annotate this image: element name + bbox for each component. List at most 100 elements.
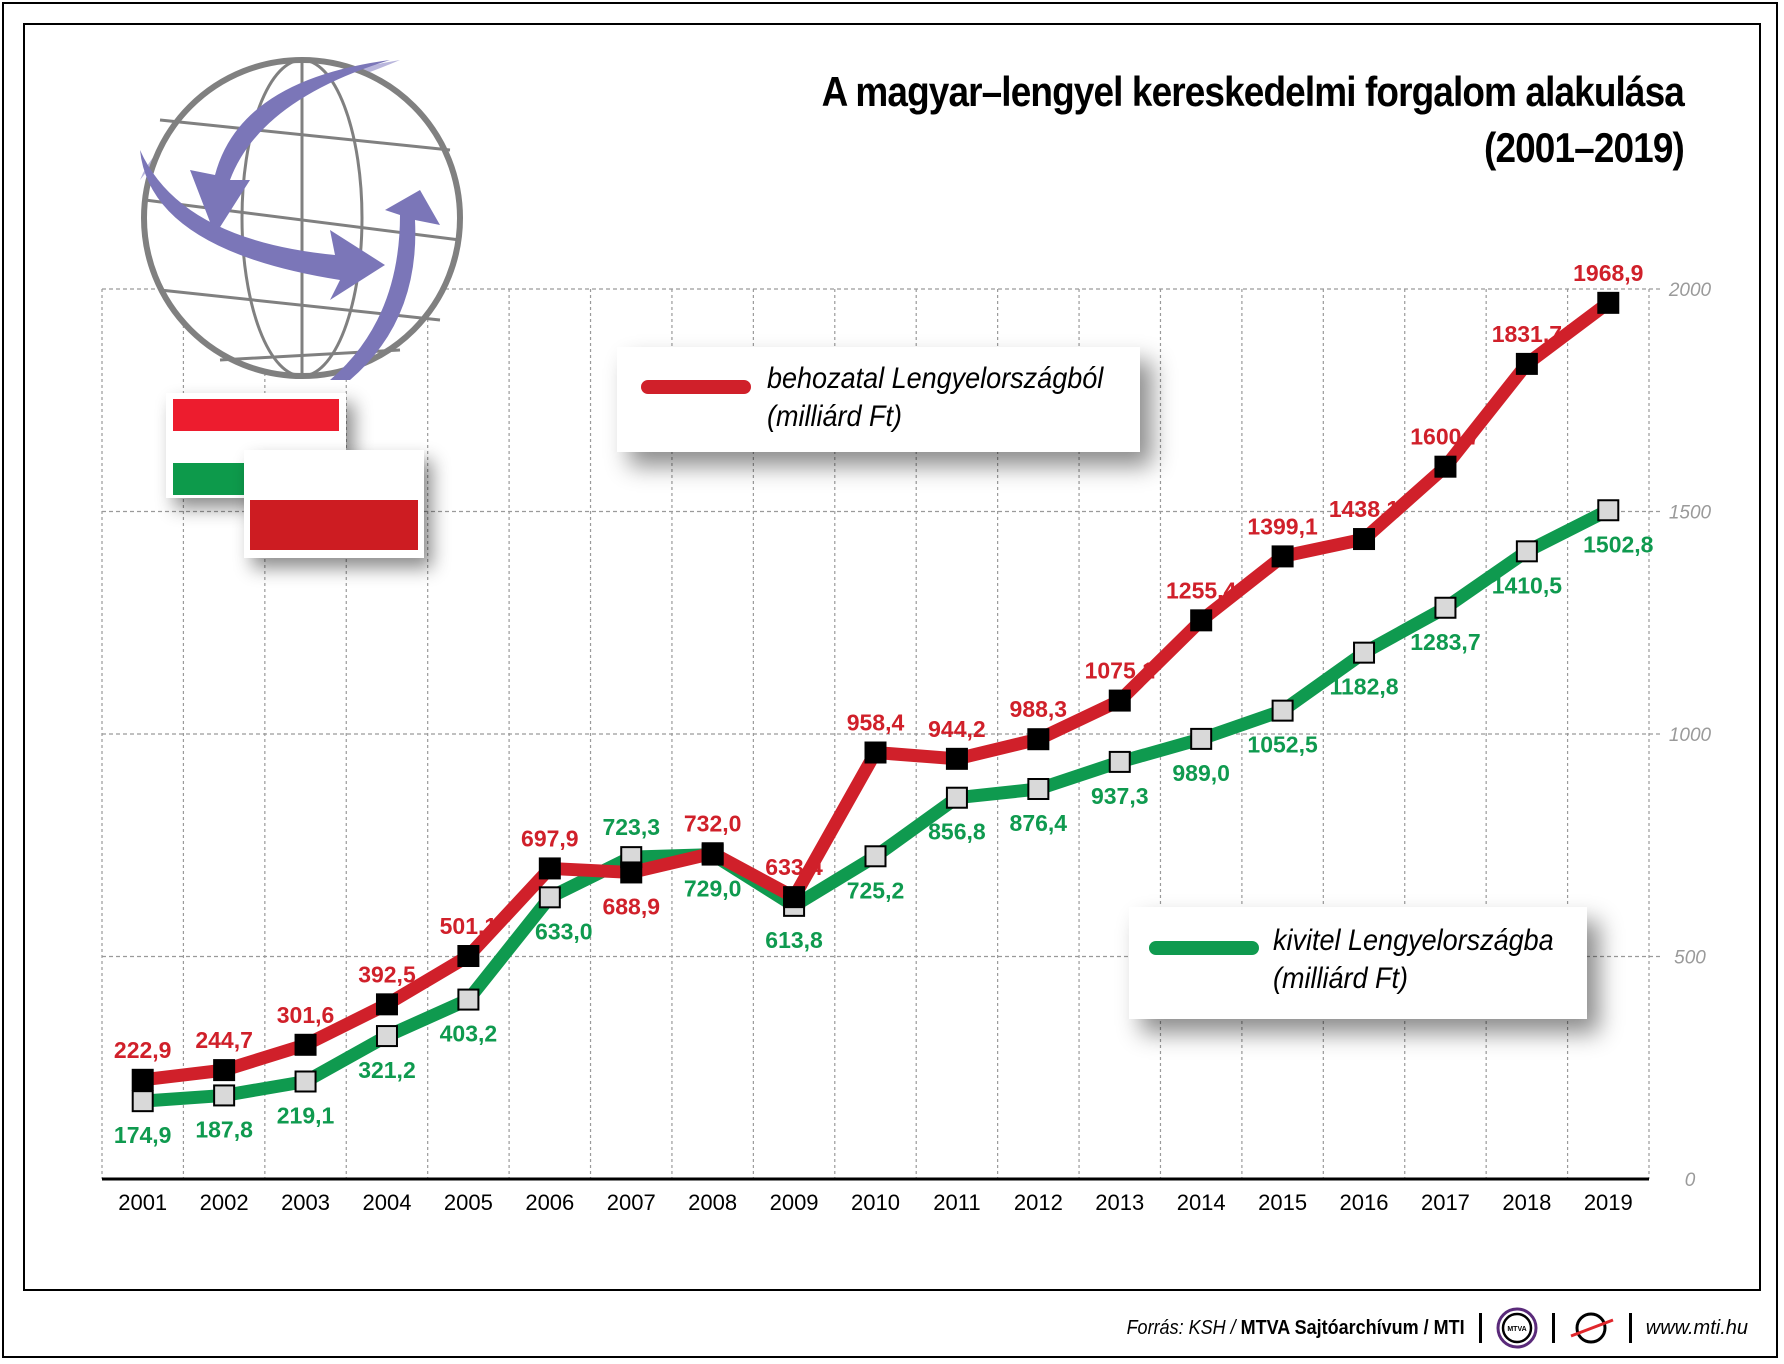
legend-import: behozatal Lengyelországból (milliárd Ft) [617,347,1140,452]
import-data-label: 633,4 [765,854,823,880]
import-data-label: 222,9 [114,1037,172,1063]
export-data-label: 856,8 [928,819,986,845]
x-tick-label: 2018 [1502,1190,1551,1215]
import-point [701,842,724,865]
export-point [375,1025,398,1048]
export-data-label: 633,0 [535,918,593,944]
y-tick-label: 1000 [1669,725,1712,746]
mtva-logo-icon: MTVA [1496,1307,1538,1349]
import-data-label: 732,0 [684,810,742,836]
x-tick-label: 2004 [362,1190,411,1215]
svg-text:MTVA: MTVA [1507,1326,1526,1333]
import-point [213,1059,236,1082]
x-tick-label: 2003 [281,1190,330,1215]
import-data-label: 392,5 [358,961,416,987]
export-point [1190,727,1213,750]
x-tick-label: 2002 [200,1190,249,1215]
export-data-label: 1052,5 [1247,732,1318,758]
import-point [294,1033,317,1056]
import-point [131,1068,154,1091]
y-tick-label: 1500 [1669,503,1712,524]
export-data-label: 403,2 [440,1021,498,1047]
polish-flag-icon [244,450,424,558]
y-tick-label: 2000 [1668,280,1712,301]
export-data-label: 1283,7 [1410,629,1480,655]
x-tick-label: 2006 [525,1190,574,1215]
import-point [1353,528,1376,551]
export-point [1515,540,1538,563]
divider [1478,1313,1482,1343]
export-point [945,786,968,809]
mti-logo-icon [1570,1312,1614,1344]
export-point [1434,596,1457,619]
import-data-label: 301,6 [277,1002,335,1028]
import-data-label: 1831,7 [1492,321,1562,347]
x-tick-label: 2012 [1014,1190,1063,1215]
import-point [620,861,643,884]
import-point [1515,352,1538,375]
export-point [294,1070,317,1093]
import-data-label: 501,1 [440,913,498,939]
import-point [1434,455,1457,478]
export-data-label: 989,0 [1172,760,1230,786]
divider [1628,1313,1632,1343]
export-data-label: 174,9 [114,1122,172,1148]
export-data-label: 937,3 [1091,783,1149,809]
import-data-label: 688,9 [602,893,660,919]
import-data-label: 958,4 [847,710,905,736]
title-line: A magyar–lengyel kereskedelmi forgalom a… [821,68,1685,115]
website-link[interactable]: www.mti.hu [1645,1316,1748,1339]
export-data-label: 321,2 [358,1057,416,1083]
subtitle: (2001–2019) [1484,124,1685,171]
export-point [538,886,561,909]
import-point [538,857,561,880]
x-tick-label: 2015 [1258,1190,1307,1215]
export-point [1271,699,1294,722]
export-point [1597,499,1620,522]
import-point [375,993,398,1016]
grid: 0 500 1000 1500 2000 2001 2002 2003 2004 2005 2006… [101,280,1712,1215]
x-tick-label: 2016 [1340,1190,1389,1215]
x-tick-label: 2007 [607,1190,656,1215]
import-data-label: 1968,9 [1573,260,1643,286]
export-point [1108,750,1131,773]
import-data-label: 1399,1 [1247,513,1318,539]
import-point [945,747,968,770]
export-data-label: 1502,8 [1583,531,1654,557]
export-data-label: 876,4 [1010,810,1068,836]
export-point [1353,641,1376,664]
chart-title: A magyar–lengyel kereskedelmi forgalom a… [821,64,1685,176]
import-point [864,741,887,764]
legend-swatch-import [641,380,751,394]
export-point [131,1090,154,1113]
legend-label-import: behozatal Lengyelországból [767,362,1104,395]
x-tick-label: 2014 [1177,1190,1226,1215]
import-point [1108,689,1131,712]
export-data-label: 723,3 [602,814,660,840]
export-data-label: 187,8 [195,1116,253,1142]
x-tick-label: 2017 [1421,1190,1470,1215]
export-data-label: 725,2 [847,877,905,903]
divider [1551,1313,1555,1343]
import-point [783,886,806,909]
import-point [1597,291,1620,314]
import-point [457,945,480,968]
x-tick-label: 2005 [444,1190,493,1215]
legend-label-export: kivitel Lengyelországba [1273,924,1554,957]
export-data-label: 613,8 [765,927,823,953]
x-tick-label: 2001 [118,1190,167,1215]
x-tick-label: 2009 [770,1190,819,1215]
export-point [1027,778,1050,801]
legend-swatch-export [1149,941,1259,955]
export-data-label: 1182,8 [1329,674,1398,700]
x-tick-label: 2008 [688,1190,737,1215]
import-data-label: 1075,1 [1085,658,1156,684]
import-point [1271,545,1294,568]
source-bold: MTVA Sajtóarchívum / MTI [1240,1316,1465,1339]
export-data-label: 729,0 [684,876,742,902]
export-point [213,1084,236,1107]
import-data-label: 1438,1 [1329,496,1400,522]
legend-unit-import: (milliárd Ft) [767,400,902,433]
x-tick-label: 2019 [1584,1190,1633,1215]
